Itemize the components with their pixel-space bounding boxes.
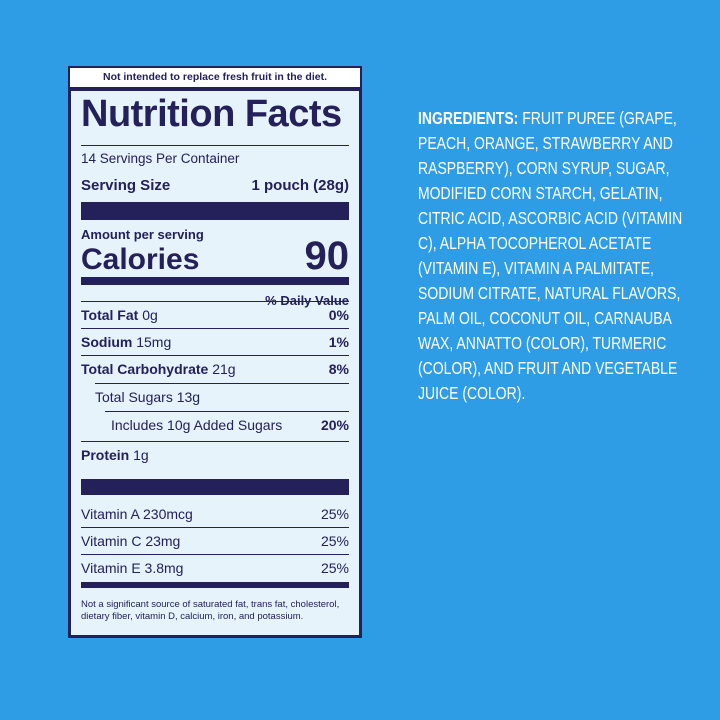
- serving-size: Serving Size 1 pouch (28g): [81, 177, 349, 194]
- vitamin-row: Vitamin A 230mcg 25%: [81, 501, 349, 527]
- nutrient-name: Sodium: [81, 334, 133, 350]
- calories: Calories 90: [81, 233, 350, 278]
- nutrient-name: Total Carbohydrate: [81, 361, 209, 377]
- nutrient-row: Total Sugars 13g: [81, 384, 349, 410]
- nutrient-text: Total Sugars 13g: [95, 389, 201, 405]
- rule: [81, 328, 349, 329]
- rule: [81, 554, 349, 555]
- nutrient-row: Includes 10g Added Sugars 20%: [81, 412, 349, 438]
- thick-bar: [81, 479, 349, 495]
- rule: [81, 527, 349, 528]
- ingredients-heading: INGREDIENTS:: [418, 108, 519, 128]
- nutrient-dv: 8%: [328, 361, 349, 377]
- vitamin-name: Vitamin C 23mg: [81, 533, 181, 549]
- rule: [81, 301, 349, 302]
- nutrient-amount: 21g: [212, 361, 236, 377]
- vitamin-row: Vitamin E 3.8mg 25%: [81, 555, 349, 581]
- rule: [95, 383, 349, 384]
- nutrient-amount: 1g: [133, 447, 149, 463]
- footnote: Not a significant source of saturated fa…: [81, 599, 340, 622]
- servings: 14 Servings Per Container: [81, 151, 240, 166]
- medium-bar: [81, 582, 349, 588]
- banner: Not intended to replace fresh fruit in t…: [68, 66, 362, 89]
- nutrient-dv: 1%: [328, 334, 349, 350]
- vitamin-row: Vitamin C 23mg 25%: [81, 528, 349, 554]
- vitamin-dv: 25%: [320, 506, 349, 522]
- serving-size-value: 1 pouch (28g): [251, 177, 349, 194]
- nutrient-row: Total Carbohydrate 21g 8%: [81, 356, 349, 382]
- calories-value: 90: [304, 234, 350, 278]
- dv-header: % Daily Value: [265, 293, 349, 308]
- ingredients: INGREDIENTS: FRUIT PUREE (GRAPE, PEACH, …: [418, 106, 694, 406]
- vitamin-dv: 25%: [320, 533, 349, 549]
- rule: [81, 355, 349, 356]
- nutrient-dv: 20%: [320, 417, 349, 433]
- nutrient-name: Protein: [81, 447, 130, 463]
- ingredients-text: FRUIT PUREE (GRAPE, PEACH, ORANGE, STRAW…: [418, 108, 683, 403]
- medium-bar: [81, 277, 349, 285]
- nutrient-text: Includes 10g Added Sugars: [111, 417, 283, 433]
- nutrition-label: Nutrition Facts 14 Servings Per Containe…: [68, 88, 362, 638]
- rule: [105, 411, 349, 412]
- label-title: Nutrition Facts: [81, 93, 342, 135]
- nutrient-row: Protein 1g: [81, 442, 349, 468]
- nutrient-name: Total Fat: [81, 307, 139, 323]
- nutrient-dv: 0%: [328, 307, 349, 323]
- rule: [81, 145, 349, 146]
- nutrient-row: Total Fat 0g 0%: [81, 302, 349, 328]
- calories-label: Calories: [81, 243, 200, 276]
- nutrient-row: Sodium 15mg 1%: [81, 329, 349, 355]
- nutrient-amount: 0g: [142, 307, 158, 323]
- rule: [81, 441, 349, 442]
- thick-bar: [81, 202, 349, 220]
- amount-per-serving: Amount per serving: [81, 227, 204, 242]
- nutrient-amount: 15mg: [136, 334, 172, 350]
- serving-size-label: Serving Size: [81, 177, 171, 194]
- vitamin-dv: 25%: [320, 560, 349, 576]
- vitamin-name: Vitamin A 230mcg: [81, 506, 193, 522]
- vitamin-name: Vitamin E 3.8mg: [81, 560, 184, 576]
